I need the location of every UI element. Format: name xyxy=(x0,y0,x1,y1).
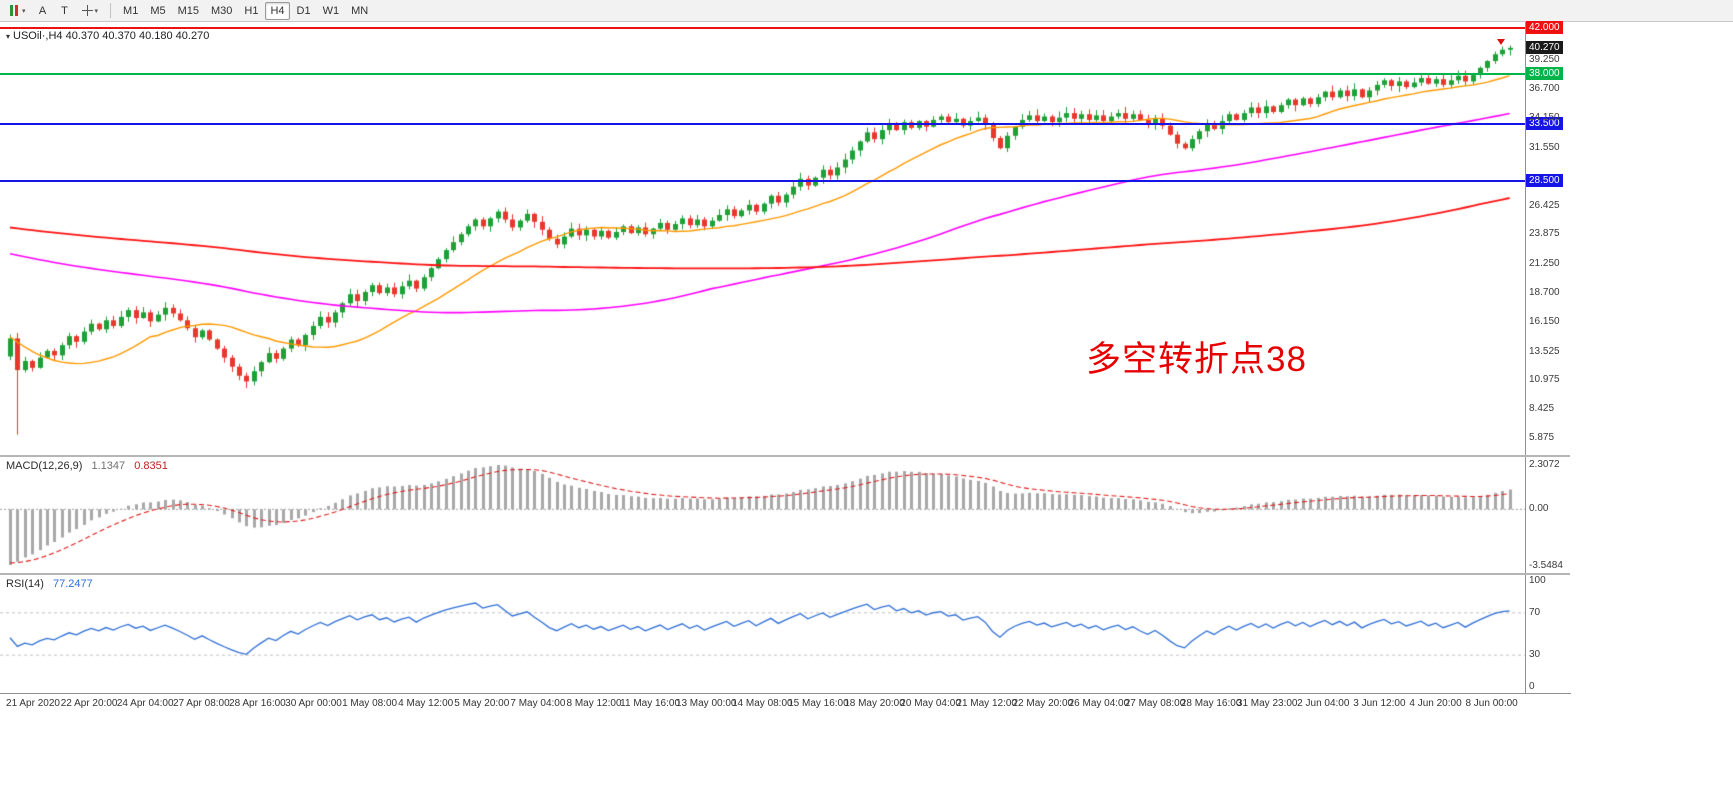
time-axis-label: 21 Apr 2020 xyxy=(6,698,60,709)
price-axis-label: 23.875 xyxy=(1529,228,1560,240)
macd-value-main: 1.1347 xyxy=(91,460,126,472)
price-axis-label: 10.975 xyxy=(1529,374,1560,386)
time-axis-label: 24 Apr 04:00 xyxy=(116,698,174,709)
price-axis-label: 34.150 xyxy=(1529,112,1560,124)
price-axis-label: 13.525 xyxy=(1529,345,1560,357)
price-axis-label: 16.150 xyxy=(1529,315,1560,327)
timeframe-button-M1[interactable]: M1 xyxy=(118,2,143,20)
chart-title: ▾ USOil·,H4 40.370 40.370 40.180 40.270 xyxy=(6,30,209,42)
pane-divider[interactable] xyxy=(0,455,1570,457)
rsi-value: 77.2477 xyxy=(52,578,93,590)
price-scale-separator xyxy=(1525,22,1526,693)
crosshair-tool-button[interactable]: ▾ xyxy=(77,2,104,20)
toolbar-separator xyxy=(110,3,112,18)
time-axis-label: 27 May 08:00 xyxy=(1124,698,1186,709)
price-axis-label: 26.425 xyxy=(1529,199,1560,211)
time-axis-label: 30 Apr 00:00 xyxy=(285,698,342,709)
timeframe-button-D1[interactable]: D1 xyxy=(292,2,316,20)
timeframe-button-W1[interactable]: W1 xyxy=(318,2,345,20)
time-axis-label: 22 Apr 20:00 xyxy=(60,698,118,709)
hline-42.000[interactable] xyxy=(0,27,1525,30)
timeframe-button-M15[interactable]: M15 xyxy=(173,2,204,20)
symbol-dropdown-icon: ▾ xyxy=(6,32,11,41)
time-axis[interactable]: 21 Apr 2020 22 Apr 20:00 24 Apr 04:00 27 Ap… xyxy=(0,693,1571,718)
timeframe-button-H4[interactable]: H4 xyxy=(265,1,290,20)
macd-value-signal: 0.8351 xyxy=(134,460,168,472)
rsi-indicator-canvas[interactable] xyxy=(0,575,1525,693)
price-axis-label: 18.700 xyxy=(1529,286,1560,298)
timeframe-button-M30[interactable]: M30 xyxy=(206,2,237,20)
macd-axis-max: 2.3072 xyxy=(1529,459,1560,470)
macd-name: MACD(12,26,9) xyxy=(6,460,83,472)
rsi-axis-label: 0 xyxy=(1529,681,1535,692)
time-axis-label: 31 May 23:00 xyxy=(1236,698,1298,709)
macd-indicator-canvas[interactable] xyxy=(0,457,1525,573)
time-axis-label: 13 May 00:00 xyxy=(675,698,737,709)
timeframe-button-M5[interactable]: M5 xyxy=(145,2,170,20)
time-axis-label: 22 May 20:00 xyxy=(1012,698,1074,709)
price-axis-label: 21.250 xyxy=(1529,258,1560,270)
current-price-label: 40.270 xyxy=(1526,40,1563,54)
rsi-axis-label: 30 xyxy=(1529,649,1541,661)
price-axis-label: 31.550 xyxy=(1529,141,1560,153)
time-axis-label: 18 May 20:00 xyxy=(844,698,905,709)
price-level-label: 38.000 xyxy=(1526,66,1563,80)
annotation-text[interactable]: 多空转折点38 xyxy=(1086,340,1307,379)
timeframe-button-MN[interactable]: MN xyxy=(346,2,373,20)
rsi-axis-label: 70 xyxy=(1529,606,1541,618)
macd-label: MACD(12,26,9) 1.1347 0.8351 xyxy=(6,460,168,472)
crosshair-icon xyxy=(81,5,93,16)
macd-axis-min: -3.5484 xyxy=(1529,560,1563,571)
time-axis-label: 26 May 04:00 xyxy=(1068,698,1130,709)
hline-28.500[interactable] xyxy=(0,180,1525,183)
time-axis-label: 7 May 04:00 xyxy=(510,698,566,709)
pane-divider[interactable] xyxy=(0,573,1570,575)
hline-33.500[interactable] xyxy=(0,123,1525,126)
chevron-down-icon: ▾ xyxy=(94,7,99,15)
toolbar: ▾ A T ▾ M1 M5 M15 M30 H1 H4 D1 W1 MN xyxy=(0,0,1733,22)
time-axis-label: 1 May 08:00 xyxy=(342,698,398,709)
time-axis-label: 11 May 16:00 xyxy=(620,698,681,709)
timeframe-button-H1[interactable]: H1 xyxy=(239,2,263,20)
time-axis-label: 5 May 20:00 xyxy=(454,698,510,709)
time-axis-label: 27 Apr 08:00 xyxy=(172,698,230,709)
time-axis-label: 2 Jun 04:00 xyxy=(1297,698,1350,709)
price-level-label: 33.500 xyxy=(1526,117,1563,131)
rsi-label: RSI(14) 77.2477 xyxy=(6,578,93,590)
price-chart-canvas[interactable] xyxy=(0,22,1525,455)
timeframe-group: M1 M5 M15 M30 H1 H4 D1 W1 MN xyxy=(118,1,373,20)
arrow-down-icon xyxy=(1497,39,1505,45)
price-axis-label: 8.425 xyxy=(1529,403,1555,415)
time-axis-label: 4 Jun 20:00 xyxy=(1409,698,1462,709)
chart-windows-button[interactable]: ▾ xyxy=(4,2,31,20)
chart-title-text: USOil·,H4 40.370 40.370 40.180 40.270 xyxy=(13,30,210,42)
candlestick-chart-icon xyxy=(9,5,20,16)
time-axis-label: 3 Jun 12:00 xyxy=(1353,698,1406,709)
time-axis-label: 8 Jun 00:00 xyxy=(1465,698,1518,709)
time-axis-label: 28 Apr 16:00 xyxy=(229,698,286,709)
price-axis-label: 5.875 xyxy=(1529,432,1555,444)
price-level-label: 42.000 xyxy=(1526,21,1563,35)
time-axis-label: 21 May 12:00 xyxy=(956,698,1017,709)
text-tool-button[interactable]: T xyxy=(55,2,75,20)
macd-axis-zero: 0.00 xyxy=(1529,503,1549,515)
time-axis-label: 4 May 12:00 xyxy=(398,698,454,709)
time-axis-label: 8 May 12:00 xyxy=(566,698,622,709)
hline-38.000[interactable] xyxy=(0,72,1525,75)
time-axis-label: 14 May 08:00 xyxy=(731,698,793,709)
rsi-axis-label: 100 xyxy=(1529,575,1546,586)
pointer-tool-button[interactable]: A xyxy=(33,2,53,20)
price-level-label: 28.500 xyxy=(1526,174,1563,188)
price-axis-label: 36.700 xyxy=(1529,83,1560,95)
time-axis-label: 20 May 04:00 xyxy=(900,698,961,709)
time-axis-label: 28 May 16:00 xyxy=(1180,698,1242,709)
time-axis-label: 15 May 16:00 xyxy=(788,698,849,709)
rsi-name: RSI(14) xyxy=(6,578,44,590)
chevron-down-icon: ▾ xyxy=(22,7,26,15)
price-axis-label: 39.250 xyxy=(1529,54,1560,66)
